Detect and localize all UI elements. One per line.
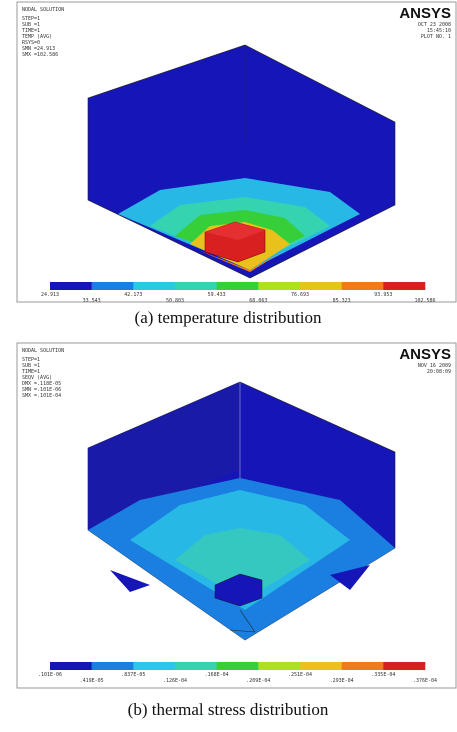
colorbar-label: .376E-04 — [413, 678, 437, 684]
colorbar-segment — [133, 282, 175, 290]
colorbar-label: 85.323 — [333, 298, 351, 304]
colorbar-label: .293E-04 — [330, 678, 354, 684]
colorbar-segment — [175, 662, 217, 670]
caption: (b) thermal stress distribution — [128, 700, 329, 719]
stamp-line: 20:08:09 — [427, 369, 451, 375]
colorbar-label: 33.543 — [83, 298, 101, 304]
colorbar-segment — [92, 662, 134, 670]
colorbar-segment — [133, 662, 175, 670]
ansys-logo: ANSYS — [399, 5, 451, 22]
colorbar-label: .168E-04 — [205, 672, 229, 678]
colorbar-segment — [300, 282, 342, 290]
info-line: SMX =102.586 — [22, 52, 58, 58]
colorbar-segment — [300, 662, 342, 670]
panel-title: NODAL SOLUTION — [22, 7, 64, 13]
colorbar-label: .837E-05 — [121, 672, 145, 678]
colorbar-segment — [383, 662, 425, 670]
colorbar-label: 68.063 — [249, 298, 267, 304]
colorbar-label: 76.693 — [291, 292, 309, 298]
colorbar-label: .126E-04 — [163, 678, 187, 684]
colorbar-label: 93.953 — [374, 292, 392, 298]
colorbar-segment — [342, 662, 384, 670]
panel-title: NODAL SOLUTION — [22, 348, 64, 354]
stamp-line: PLOT NO. 1 — [421, 34, 451, 40]
colorbar-segment — [50, 282, 92, 290]
colorbar-segment — [258, 662, 300, 670]
colorbar-segment — [217, 662, 259, 670]
colorbar-label: 50.803 — [166, 298, 184, 304]
colorbar-segment — [175, 282, 217, 290]
colorbar-label: .419E-05 — [80, 678, 104, 684]
caption: (a) temperature distribution — [135, 308, 322, 327]
ansys-logo: ANSYS — [399, 346, 451, 363]
colorbar-label: 59.433 — [208, 292, 226, 298]
colorbar-segment — [383, 282, 425, 290]
colorbar-segment — [217, 282, 259, 290]
colorbar-label: .335E-04 — [371, 672, 395, 678]
colorbar-segment — [258, 282, 300, 290]
colorbar-label: 102.586 — [414, 298, 435, 304]
colorbar-segment — [342, 282, 384, 290]
colorbar-segment — [50, 662, 92, 670]
colorbar-label: 24.913 — [41, 292, 59, 298]
colorbar-label: 42.173 — [124, 292, 142, 298]
colorbar-label: .209E-04 — [246, 678, 270, 684]
colorbar-label: .101E-06 — [38, 672, 62, 678]
colorbar-label: .251E-04 — [288, 672, 312, 678]
colorbar-segment — [92, 282, 134, 290]
figure: NODAL SOLUTIONSTEP=1SUB =1TIME=1TEMP (AV… — [0, 0, 457, 732]
info-line: SMX =.101E-04 — [22, 393, 61, 399]
